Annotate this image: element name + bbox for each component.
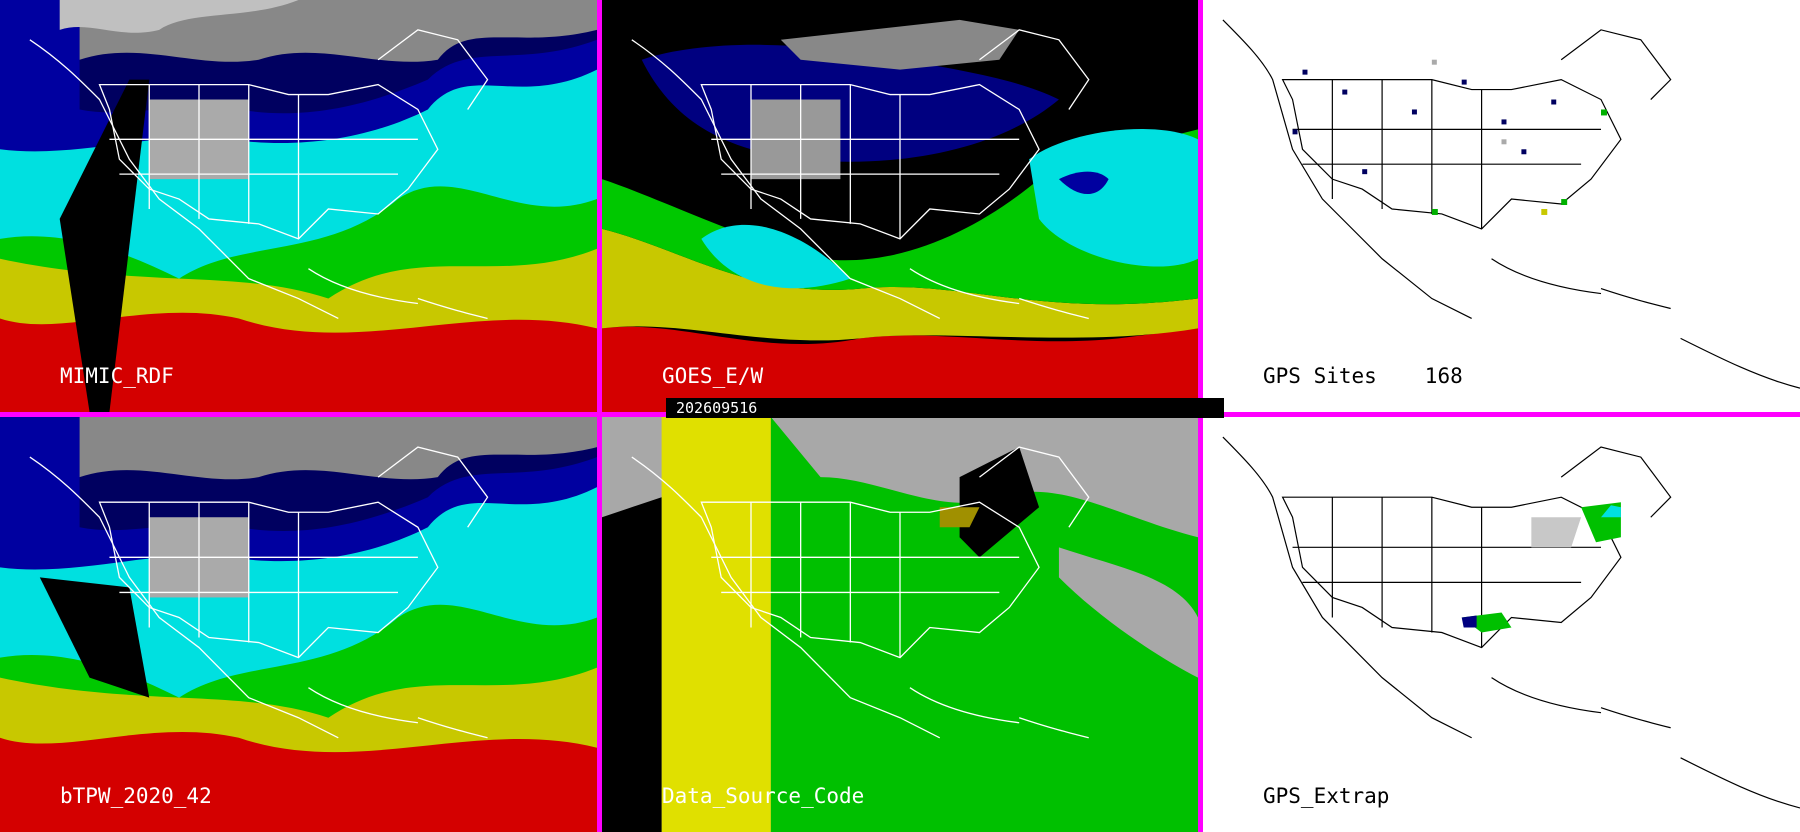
panel-gps-extrap: GPS_Extrap [1203,417,1800,832]
panel-label: GOES_E/W [662,364,764,388]
panel-label: Data_Source_Code [662,784,865,808]
tpw-map-mimic [0,0,597,412]
panel-gps-sites: GPS Sites 168 [1203,0,1800,412]
tpw-map-btpw [0,417,597,832]
gps-extrap-map [1222,436,1800,809]
timestamp-bar: 202609516 [666,398,1224,418]
gps-sites-label: GPS Sites [1263,364,1377,388]
panel-goes-ew: GOES_E/W [602,0,1198,412]
gps-sites-count: 168 [1424,364,1463,388]
panel-label: GPS Sites 168 [1263,364,1463,388]
panel-mimic-rdf: MIMIC_RDF [0,0,597,412]
panel-data-source-code: Data_Source_Code [602,417,1198,832]
panel-label: MIMIC_RDF [60,364,174,388]
panel-label: GPS_Extrap [1263,784,1390,808]
tpw-map-goes [602,0,1198,412]
panel-btpw: bTPW_2020_42 [0,417,597,832]
panel-label: bTPW_2020_42 [60,784,212,808]
gps-sites-map [1222,19,1800,389]
data-source-map [602,417,1198,832]
